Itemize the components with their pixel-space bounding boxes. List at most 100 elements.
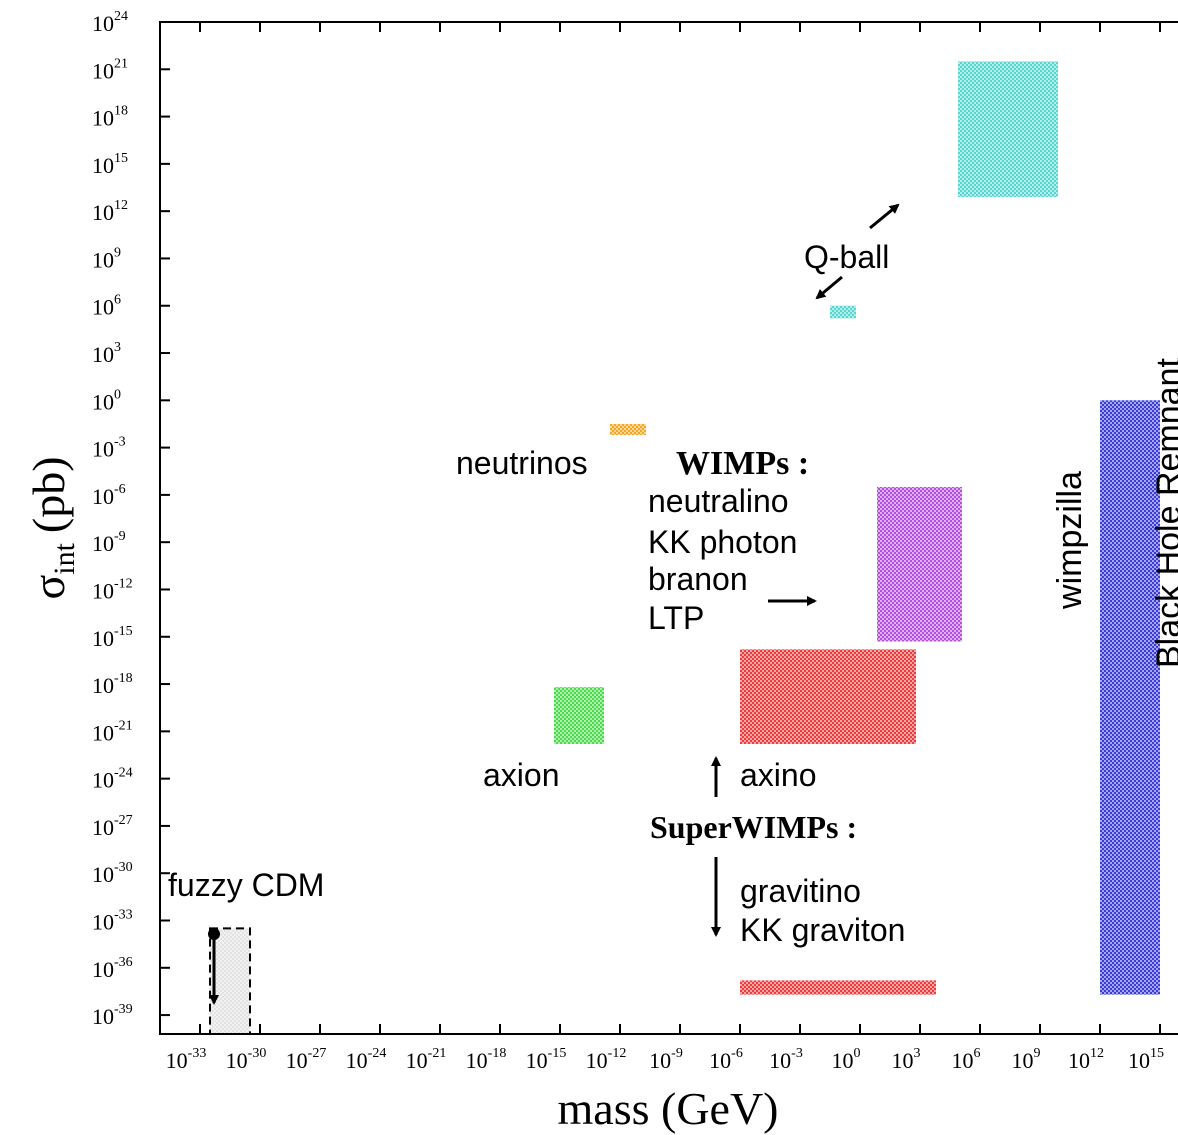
y-tick-label: 100: [92, 387, 121, 414]
y-tick-label: 10-15: [92, 624, 133, 651]
x-tick: 10-21: [406, 22, 447, 1073]
region-axion: [554, 687, 604, 744]
y-tick: 10-6: [92, 482, 170, 509]
label-superwimps: SuperWIMPs :: [650, 809, 857, 845]
region-texture: [610, 423, 646, 435]
x-tick-label: 1015: [1128, 1046, 1164, 1073]
y-tick: 106: [92, 293, 170, 320]
y-tick: 1021: [92, 56, 170, 83]
y-tick-label: 10-12: [92, 576, 133, 603]
y-tick-label: 1021: [92, 56, 128, 83]
region-texture: [830, 305, 856, 319]
region-q-ball-large: [958, 61, 1058, 197]
y-tick: 10-9: [92, 529, 170, 556]
x-tick-label: 10-33: [166, 1046, 207, 1073]
regions-layer: [209, 61, 1160, 1034]
y-tick: 10-33: [92, 908, 170, 935]
qball-arrow-up: [869, 203, 900, 230]
label-wimpzilla: wimpzilla: [1051, 471, 1089, 610]
y-tick: 103: [92, 340, 170, 367]
y-tick: 1012: [92, 198, 170, 225]
fuzzy-dot: [208, 928, 220, 940]
y-tick-label: 1024: [92, 9, 128, 36]
y-tick-label: 10-21: [92, 718, 133, 745]
x-tick-label: 10-12: [586, 1046, 627, 1073]
y-axis-title-sub: int: [48, 542, 81, 574]
region-texture: [1100, 400, 1160, 995]
plot-frame: [159, 21, 1178, 1035]
svg-text:σint(pb): σint (pb): [23, 456, 81, 599]
x-axis-title: mass (GeV): [558, 1083, 779, 1134]
y-tick-label: 109: [92, 245, 121, 272]
y-tick: 10-3: [92, 435, 170, 462]
y-tick-label: 103: [92, 340, 121, 367]
label-kk-photon: KK photon: [648, 524, 797, 560]
x-tick: 1015: [1128, 22, 1164, 1073]
x-tick-label: 106: [952, 1046, 981, 1073]
x-tick-label: 109: [1012, 1046, 1041, 1073]
y-axis-title-sigma: σ: [23, 575, 74, 600]
y-tick: 1024: [92, 9, 170, 36]
label-gravitino: gravitino: [740, 873, 861, 909]
region-wimps: [877, 487, 962, 642]
y-tick-label: 1015: [92, 151, 128, 178]
x-tick-label: 10-18: [466, 1046, 507, 1073]
region-dashed-border: [209, 927, 251, 1034]
label-neutrinos: neutrinos: [456, 445, 588, 481]
x-tick-label: 1012: [1068, 1046, 1104, 1073]
y-tick-label: 1018: [92, 104, 128, 131]
region-texture: [958, 61, 1058, 197]
region-axino: [740, 649, 916, 744]
label-kk-graviton: KK graviton: [740, 912, 905, 948]
y-tick: 100: [92, 387, 170, 414]
y-tick: 10-12: [92, 576, 170, 603]
plot-border: [159, 21, 1178, 1035]
region-q-ball-small: [830, 305, 856, 319]
x-tick-label: 10-6: [709, 1046, 743, 1073]
y-tick: 10-36: [92, 955, 170, 982]
region-texture: [210, 928, 250, 1034]
region-gravitino-kk-graviton: [740, 980, 936, 995]
y-tick-label: 10-33: [92, 908, 133, 935]
x-tick-label: 100: [832, 1046, 861, 1073]
x-tick: 10-12: [586, 22, 627, 1073]
x-tick: 10-3: [769, 22, 803, 1073]
x-tick-label: 10-27: [286, 1046, 327, 1073]
x-tick: 10-15: [526, 22, 567, 1073]
x-tick-label: 10-3: [769, 1046, 803, 1073]
y-tick-label: 10-6: [92, 482, 126, 509]
x-tick-label: 10-15: [526, 1046, 567, 1073]
y-tick-label: 10-36: [92, 955, 133, 982]
y-axis-ticks: 10-39 10-36 10-33 10-30 10-27 10-24 10-21 10-18…: [92, 9, 170, 1029]
y-tick-label: 1012: [92, 198, 128, 225]
label-black-hole-remnant: Black Hole Remnant: [1150, 358, 1178, 668]
x-tick-label: 103: [892, 1046, 921, 1073]
annotation-arrows: [209, 203, 900, 1005]
region-neutrinos: [610, 423, 646, 435]
region-fuzzy-cdm: [209, 927, 251, 1034]
y-tick-label: 10-39: [92, 1002, 133, 1029]
label-q-ball: Q-ball: [804, 239, 889, 275]
x-tick: 10-24: [346, 22, 386, 1073]
y-tick: 10-15: [92, 624, 170, 651]
label-axino: axino: [740, 757, 817, 793]
y-tick: 10-24: [92, 766, 170, 793]
region-texture: [740, 980, 936, 995]
y-tick-label: 10-3: [92, 435, 126, 462]
label-branon: branon: [648, 561, 748, 597]
y-tick: 10-21: [92, 718, 170, 745]
x-tick-label: 10-21: [406, 1046, 447, 1073]
qball-arrow-down: [815, 275, 843, 300]
y-tick: 10-39: [92, 1002, 170, 1029]
x-tick: 10-30: [226, 22, 266, 1073]
y-tick: 10-27: [92, 813, 170, 840]
y-axis-title-unit: (pb): [23, 456, 74, 533]
y-tick-label: 10-18: [92, 671, 133, 698]
y-tick-label: 10-30: [92, 860, 133, 887]
region-texture: [877, 487, 962, 642]
y-axis-title: σint (pb): [23, 456, 81, 599]
y-tick: 1015: [92, 151, 170, 178]
label-wimps: WIMPs :: [676, 445, 809, 482]
y-tick-label: 10-24: [92, 766, 133, 793]
